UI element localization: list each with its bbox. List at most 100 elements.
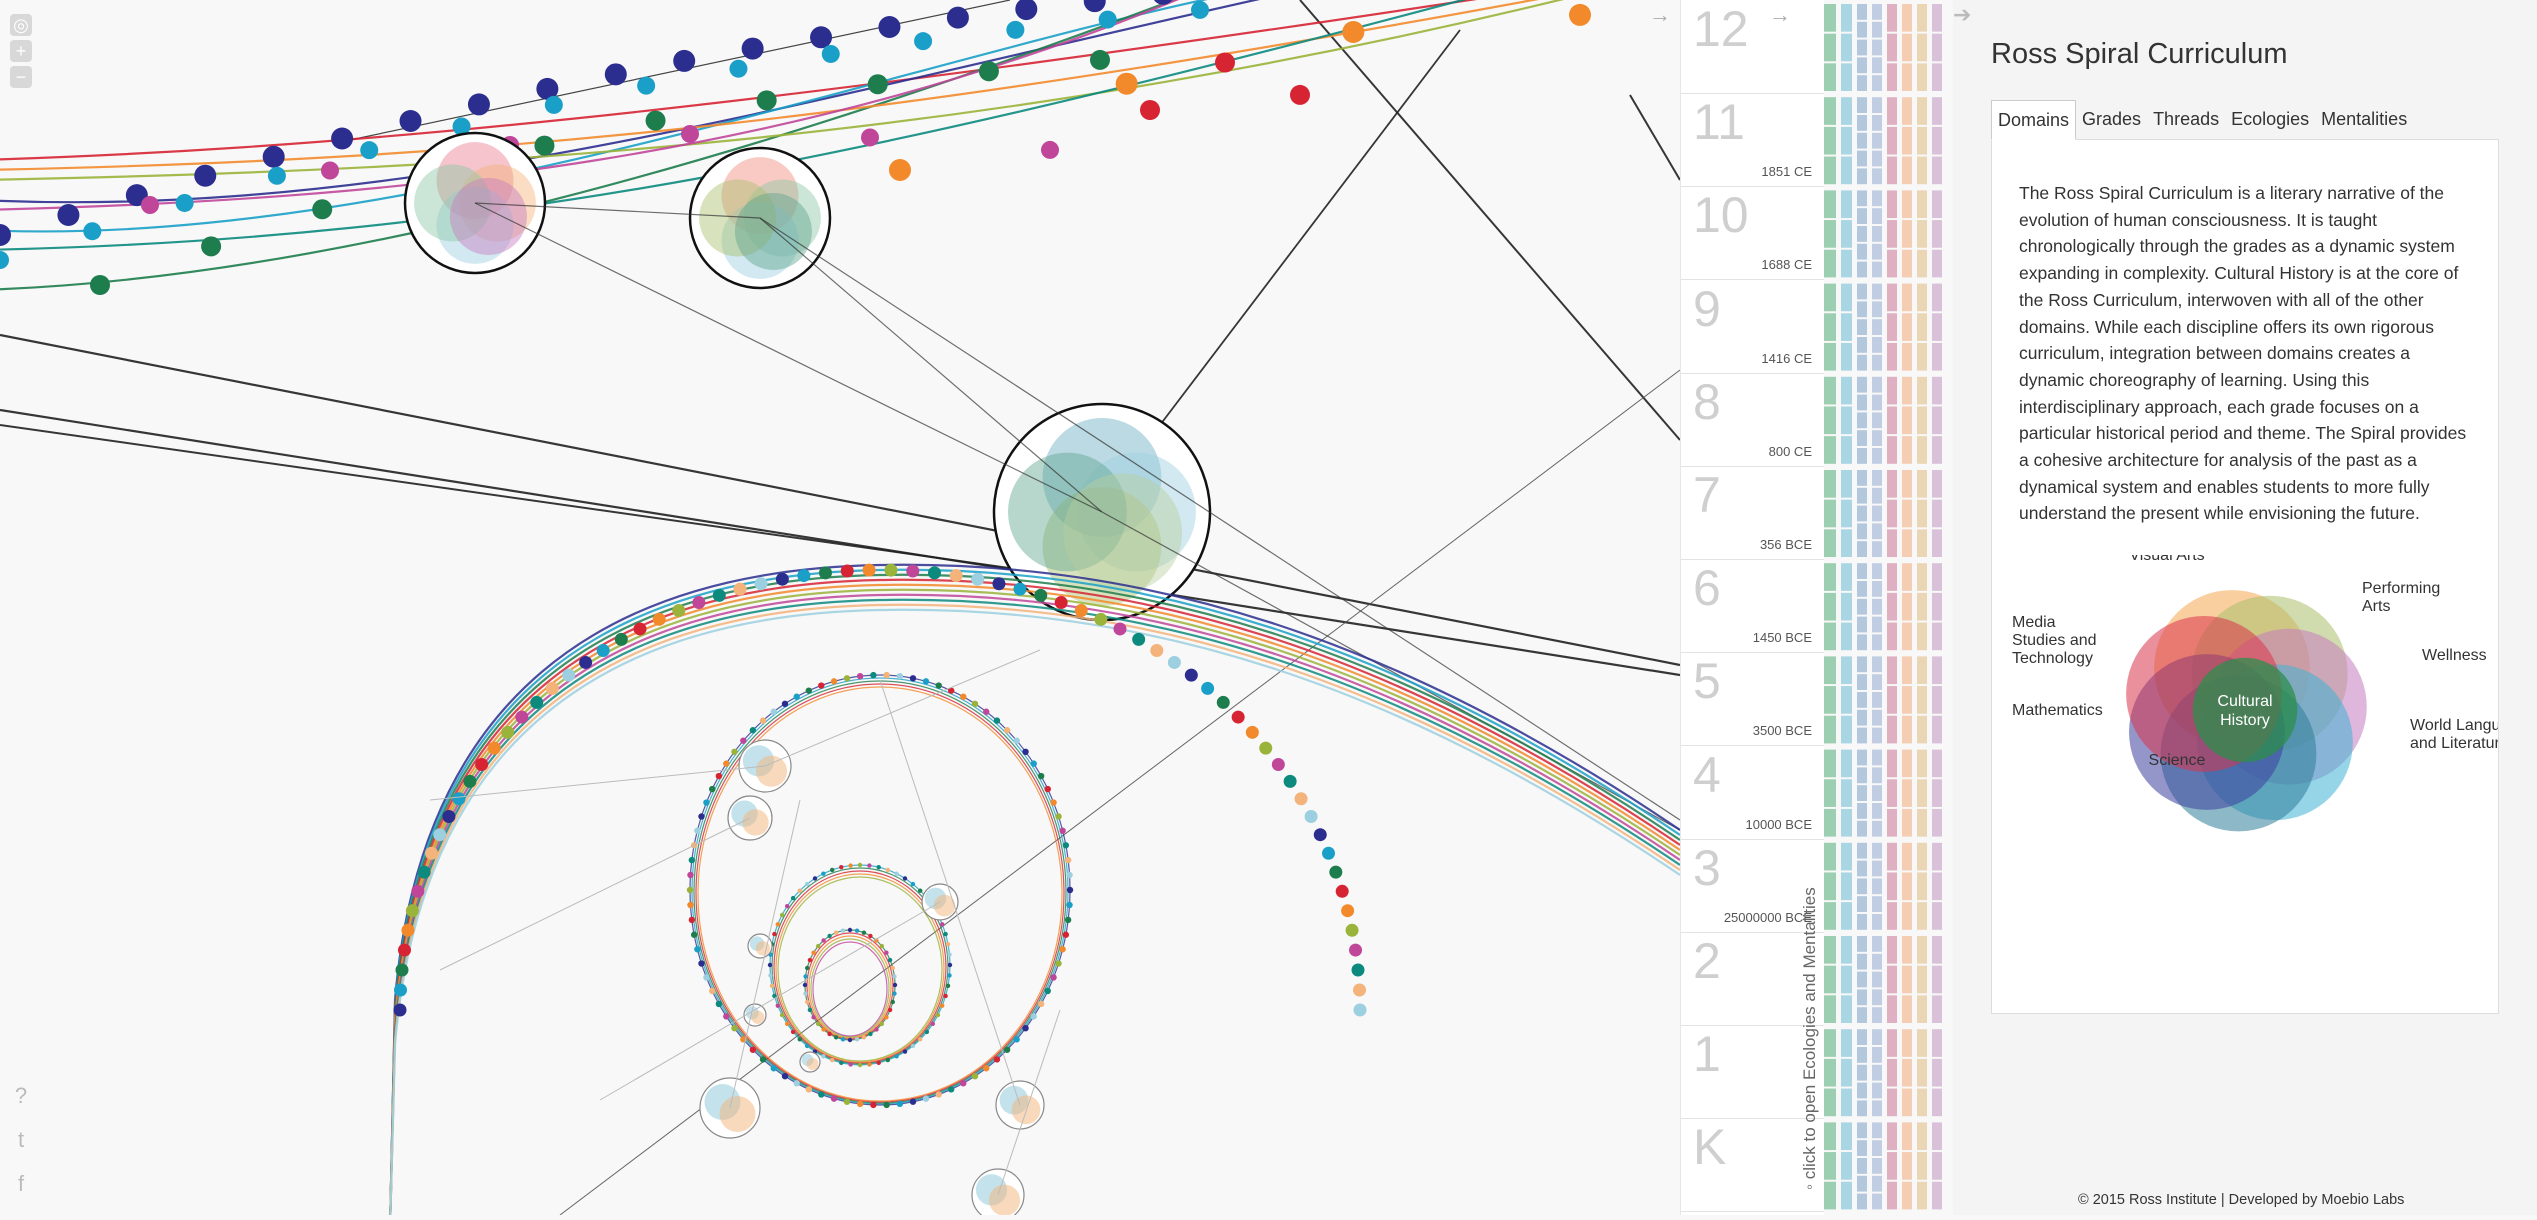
spiral-dot xyxy=(935,1091,942,1098)
spiral-dot xyxy=(960,1080,967,1087)
tab-domains[interactable]: Domains xyxy=(1991,100,2077,140)
zoom-out-icon[interactable]: − xyxy=(10,66,32,88)
grade-row[interactable]: 3 25000000 BCE xyxy=(1681,839,1824,933)
grade-number: 11 xyxy=(1693,94,1745,151)
strip-cell xyxy=(1824,1088,1836,1117)
strip-cell xyxy=(1902,436,1912,464)
grade-row[interactable]: K xyxy=(1681,1118,1824,1213)
spiral-dot xyxy=(779,1012,785,1018)
thread-strips-canvas[interactable] xyxy=(1823,0,1953,1215)
strip-cell xyxy=(1841,436,1852,464)
venn-domain-label: Performing xyxy=(2362,580,2440,597)
tab-mentalities[interactable]: Mentalities xyxy=(2321,109,2408,129)
strip-cell xyxy=(1902,686,1912,714)
cluster-bubble xyxy=(988,1184,1021,1215)
domains-venn-diagram[interactable]: Cultural History Visual Arts PerformingArts… xyxy=(1992,555,2498,915)
grade-row[interactable]: 6 1450 BCE xyxy=(1681,559,1824,654)
cluster-bubble xyxy=(449,177,527,255)
spiral-dot xyxy=(797,888,802,893)
node-dot xyxy=(321,161,339,180)
spiral-dot xyxy=(892,974,897,979)
spiral-dot xyxy=(818,1091,825,1098)
camera-icon[interactable]: ◎ xyxy=(10,14,32,36)
grade-date: 1416 CE xyxy=(1761,350,1812,366)
twitter-icon[interactable]: t xyxy=(17,1127,25,1152)
grade-row[interactable]: 7 356 BCE xyxy=(1681,466,1824,560)
strip-cell xyxy=(1902,33,1912,62)
spiral-dot xyxy=(896,672,904,680)
facebook-icon[interactable]: f xyxy=(17,1171,25,1196)
spiral-dot xyxy=(847,927,853,933)
strip-cell xyxy=(1841,715,1852,744)
thread-path xyxy=(0,0,1179,211)
open-ecologies-hint[interactable]: ◦ click to open Ecologies and Mentalitie… xyxy=(1800,887,1820,1190)
grade-row[interactable]: 2 xyxy=(1681,932,1824,1026)
strip-cell xyxy=(1917,499,1927,528)
strip-cell xyxy=(1872,430,1882,446)
strip-cell xyxy=(1902,872,1912,901)
grade-row[interactable]: 5 3500 BCE xyxy=(1681,652,1824,747)
social-links: ? t f xyxy=(8,1083,34,1215)
strip-cell xyxy=(1887,995,1897,1023)
grade-row[interactable]: 10 1688 CE xyxy=(1681,186,1824,281)
strip-cell xyxy=(1872,971,1882,988)
grade-date: 1688 CE xyxy=(1761,257,1812,273)
strip-cell xyxy=(1917,563,1927,591)
arrow-right-icon[interactable]: → xyxy=(1649,2,1671,27)
tab-grades[interactable]: Grades xyxy=(2082,109,2142,129)
tab-ecologies[interactable]: Ecologies xyxy=(2231,109,2310,129)
venn-domain-label: Wellness xyxy=(2422,647,2487,664)
spiral-visualization[interactable] xyxy=(0,0,1680,1215)
strip-cell xyxy=(1917,342,1927,371)
spiral-canvas[interactable] xyxy=(0,0,1680,1215)
strip-cell xyxy=(1857,226,1867,242)
strip-cell xyxy=(1902,63,1912,91)
tab-threads[interactable]: Threads xyxy=(2153,109,2220,129)
strip-cell xyxy=(1872,57,1882,74)
spiral-dot xyxy=(733,582,747,596)
strip-cell xyxy=(1872,337,1882,353)
node-dot xyxy=(604,63,627,86)
node-dot xyxy=(1115,72,1138,95)
strip-cell xyxy=(1932,406,1942,435)
spiral-dot xyxy=(698,960,705,967)
spiral-dot xyxy=(784,904,790,909)
cluster-node xyxy=(743,1003,767,1027)
strip-cell xyxy=(1887,156,1897,185)
spiral-dot xyxy=(1050,974,1057,981)
spiral-dot xyxy=(1167,655,1181,669)
zoom-in-icon[interactable]: + xyxy=(10,40,32,62)
rotate-icon: ◦ xyxy=(1800,1179,1819,1190)
grade-row[interactable]: 12 xyxy=(1681,0,1824,94)
strip-cell xyxy=(1872,749,1882,766)
spiral-dot xyxy=(405,904,419,918)
grade-row[interactable]: 4 10000 BCE xyxy=(1681,746,1824,840)
strip-cell xyxy=(1857,412,1867,429)
collapse-panel-icon[interactable]: ➔ xyxy=(1953,2,1972,27)
spiral-dot xyxy=(887,957,893,963)
strip-cell xyxy=(1932,33,1942,62)
node-dot xyxy=(467,93,490,116)
spiral-dot xyxy=(940,1003,945,1008)
thread-strips[interactable] xyxy=(1823,0,1953,1215)
node-dot xyxy=(1041,140,1059,159)
domains-card: The Ross Spiral Curriculum is a literary… xyxy=(1991,139,2499,1014)
strip-cell xyxy=(1917,283,1927,312)
spiral-dot xyxy=(829,1057,835,1063)
strip-cell xyxy=(1857,541,1867,557)
strip-cell xyxy=(1902,842,1912,871)
strip-cell xyxy=(1887,249,1897,278)
spiral-dot xyxy=(781,700,789,708)
grade-row[interactable]: 11 1851 CE xyxy=(1681,93,1824,188)
grade-row[interactable]: 1 xyxy=(1681,1025,1824,1120)
strip-cell xyxy=(1857,616,1867,633)
strip-cell xyxy=(1887,563,1897,591)
grade-row[interactable]: 9 1416 CE xyxy=(1681,280,1824,374)
footer-credits: © 2015 Ross Institute | Developed by Moe… xyxy=(2078,1192,2405,1208)
help-icon[interactable]: ? xyxy=(14,1083,28,1108)
cluster-bubble xyxy=(933,894,956,917)
grade-row[interactable]: 8 800 CE xyxy=(1681,373,1824,467)
strip-cell xyxy=(1824,436,1836,464)
arrow-right-icon[interactable]: → xyxy=(1769,2,1791,27)
strip-cell xyxy=(1887,715,1897,744)
